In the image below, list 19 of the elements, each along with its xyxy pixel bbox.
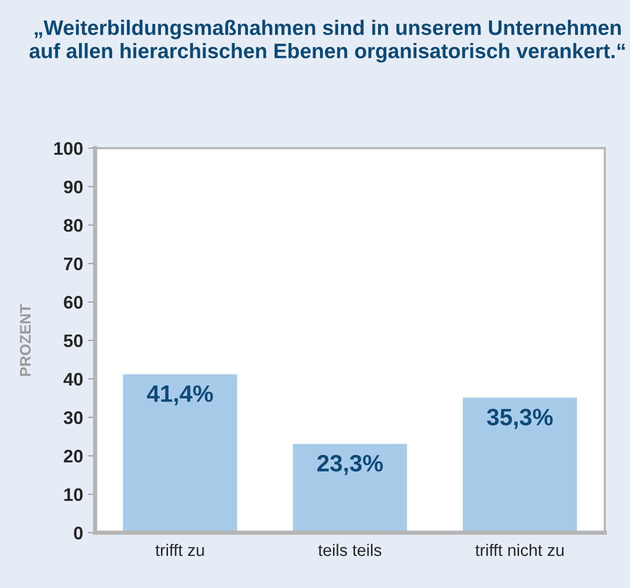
y-tick-label: 90 (64, 180, 83, 194)
y-tick-label: 20 (64, 450, 83, 463)
y-axis-title: PROZENT (20, 304, 31, 376)
y-tick-label: 100 (54, 142, 83, 155)
y-tick-label: 80 (64, 219, 83, 232)
chart-title: „Weiterbildungsmaßnahmen sind in unserem Unternehmen auf allen hierarchischen Ebenen organisatorisch verankert.“ (30, 20, 625, 63)
y-tick-label: 40 (64, 372, 83, 386)
x-tick-label: trifft nicht zu (475, 544, 564, 556)
y-tick-label: 30 (64, 411, 83, 424)
x-tick-label: trifft zu (155, 544, 204, 556)
data-label: 23,3% (317, 454, 383, 476)
x-tick-label: teils teils (318, 544, 382, 556)
data-label: 35,3% (486, 408, 553, 429)
y-tick-label: 60 (64, 296, 83, 309)
y-tick-label: 50 (64, 334, 83, 348)
y-tick-label: 0 (74, 526, 83, 540)
y-tick-label: 10 (64, 488, 83, 501)
data-label: 41,4% (146, 385, 213, 406)
y-tick-label: 70 (64, 257, 83, 270)
